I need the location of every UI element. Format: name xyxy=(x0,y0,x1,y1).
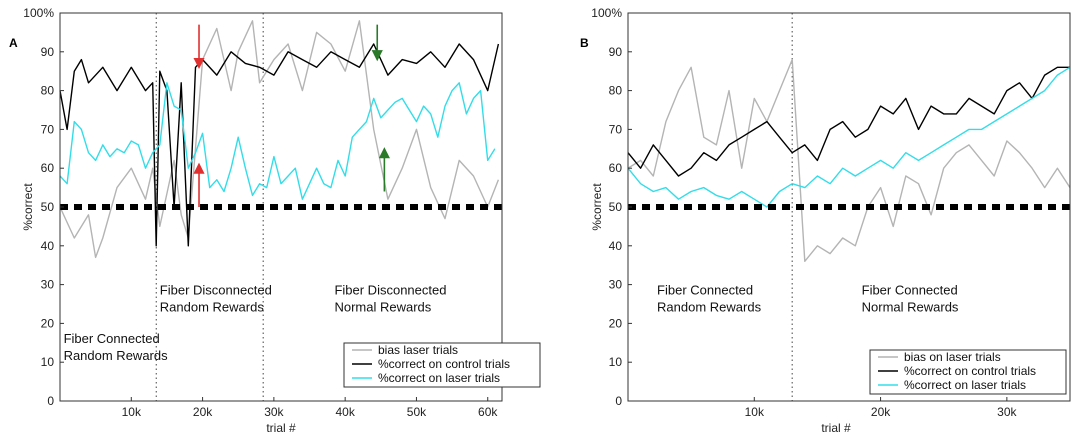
phase-annotation-line: Random Rewards xyxy=(657,299,762,314)
y-tick-label: 70 xyxy=(41,122,55,136)
y-tick-label: 80 xyxy=(609,84,623,98)
x-tick-label: 20k xyxy=(193,405,213,419)
x-axis-label-b: trial # xyxy=(821,421,851,435)
legend-entry: %correct on laser trials xyxy=(904,378,1026,392)
y-tick-label: 40 xyxy=(41,239,55,253)
x-axis-label-a: trial # xyxy=(266,421,296,435)
phase-annotation-line: Fiber Connected xyxy=(657,282,753,297)
phase-annotation-line: Fiber Disconnected xyxy=(160,282,272,297)
legend-entry: %correct on control trials xyxy=(904,364,1036,378)
y-tick-label: 90 xyxy=(41,45,55,59)
phase-annotation-line: Fiber Connected xyxy=(862,282,958,297)
y-tick-label: 30 xyxy=(41,278,55,292)
phase-annotation: Fiber Connected Random Rewards xyxy=(64,331,169,363)
legend-entry: %correct on control trials xyxy=(378,357,510,371)
y-tick-label: 10 xyxy=(609,355,623,369)
x-tick-label: 40k xyxy=(335,405,355,419)
y-tick-label: 50 xyxy=(41,200,55,214)
panel-label-b: B xyxy=(580,36,589,50)
y-tick-label: 80 xyxy=(41,84,55,98)
x-tick-label: 30k xyxy=(997,405,1017,419)
phase-annotation-line: Random Rewards xyxy=(64,348,169,363)
y-tick-label: 100% xyxy=(23,6,54,20)
laser-series-line xyxy=(59,82,496,200)
control-series-line xyxy=(59,43,500,247)
phase-annotation-line: Fiber Disconnected xyxy=(334,282,446,297)
legend-b: bias on laser trials%correct on control … xyxy=(869,349,1067,395)
control-series-line xyxy=(627,66,1070,177)
bias-series-line xyxy=(627,58,1071,262)
phase-annotation-line: Normal Rewards xyxy=(862,299,959,314)
legend-entry: %correct on laser trials xyxy=(378,371,500,385)
x-tick-label: 20k xyxy=(871,405,891,419)
x-tick-label: 30k xyxy=(264,405,284,419)
x-tick-label: 50k xyxy=(407,405,427,419)
phase-annotation: Fiber Connected Random Rewards xyxy=(657,282,762,314)
legend-entry: bias on laser trials xyxy=(904,350,1001,364)
phase-annotation: Fiber Disconnected Normal Rewards xyxy=(334,282,446,314)
y-tick-label: 20 xyxy=(609,316,623,330)
bias-series-line xyxy=(59,20,500,259)
y-tick-label: 30 xyxy=(609,278,623,292)
x-tick-label: 10k xyxy=(745,405,765,419)
legend-entry: bias laser trials xyxy=(378,343,458,357)
legend-a: bias laser trials%correct on control tri… xyxy=(343,342,541,388)
y-axis-label-a: %correct xyxy=(21,183,35,231)
y-tick-label: 100% xyxy=(591,6,622,20)
laser-series-line xyxy=(627,66,1071,208)
phase-annotation-line: Normal Rewards xyxy=(334,299,431,314)
y-tick-label: 70 xyxy=(609,122,623,136)
panel-label-a: A xyxy=(9,36,18,50)
y-tick-label: 50 xyxy=(609,200,623,214)
y-tick-label: 40 xyxy=(609,239,623,253)
phase-annotation-line: Random Rewards xyxy=(160,299,265,314)
y-tick-label: 60 xyxy=(41,161,55,175)
phase-annotation: Fiber Connected Normal Rewards xyxy=(862,282,959,314)
y-tick-label: 60 xyxy=(609,161,623,175)
y-tick-label: 0 xyxy=(615,394,622,408)
x-tick-label: 10k xyxy=(122,405,142,419)
y-tick-label: 10 xyxy=(41,355,55,369)
x-tick-label: 60k xyxy=(478,405,498,419)
y-tick-label: 20 xyxy=(41,316,55,330)
y-axis-label-b: %correct xyxy=(590,183,604,231)
phase-annotation: Fiber Disconnected Random Rewards xyxy=(160,282,272,314)
phase-annotation-line: Fiber Connected xyxy=(64,331,160,346)
y-tick-label: 0 xyxy=(47,394,54,408)
y-tick-label: 90 xyxy=(609,45,623,59)
